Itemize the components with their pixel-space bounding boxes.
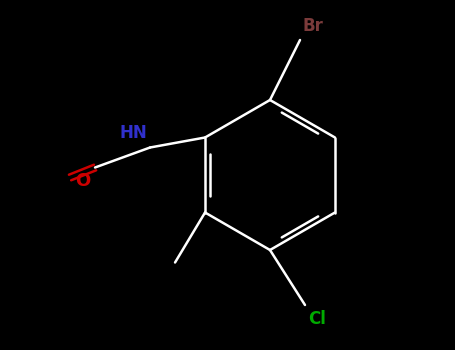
Text: Cl: Cl <box>308 310 326 328</box>
Text: O: O <box>75 173 90 190</box>
Text: HN: HN <box>119 125 147 142</box>
Text: Br: Br <box>303 17 324 35</box>
